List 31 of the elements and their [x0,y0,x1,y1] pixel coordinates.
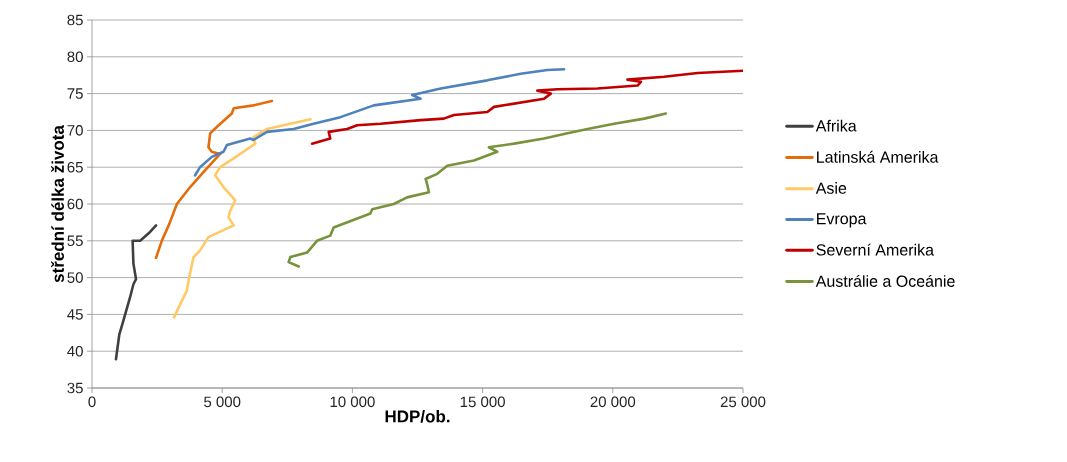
y-tick-label: 75 [67,88,83,99]
y-axis-title: střední délka života [51,125,64,283]
y-tick-label: 55 [67,235,83,247]
x-tick-label: 10 000 [330,396,375,408]
y-tick-label: 35 [67,382,83,394]
x-axis-title: HDP/ob. [385,409,450,423]
line-series [114,224,158,361]
line-series [193,68,566,177]
legend-label: Latinská Amerika [817,150,939,163]
y-tick-label: 50 [67,272,83,283]
y-tick-label: 70 [67,125,83,136]
x-tick-label: 25 000 [720,396,766,408]
x-tick-label: 20 000 [590,396,636,408]
y-tick-label: 45 [67,309,83,320]
x-tick-label: 5 000 [204,396,241,408]
legend-label: Afrika [815,119,857,132]
line-series [287,112,668,268]
line-series [310,69,744,145]
x-tick-label: 15 000 [460,396,505,408]
legend-label: Evropa [817,213,867,228]
line-series [154,99,274,260]
legend-label: Asie [815,182,847,194]
y-tick-label: 40 [67,345,83,357]
legend-label: Austrálie a Oceánie [815,274,955,287]
y-tick-label: 60 [67,198,83,210]
x-tick-label: 0 [88,396,96,408]
y-tick-label: 65 [67,161,83,173]
line-series [172,118,312,319]
y-tick-label: 80 [67,51,83,63]
y-tick-label: 85 [67,14,83,26]
legend-label: Severní Amerika [816,243,934,256]
